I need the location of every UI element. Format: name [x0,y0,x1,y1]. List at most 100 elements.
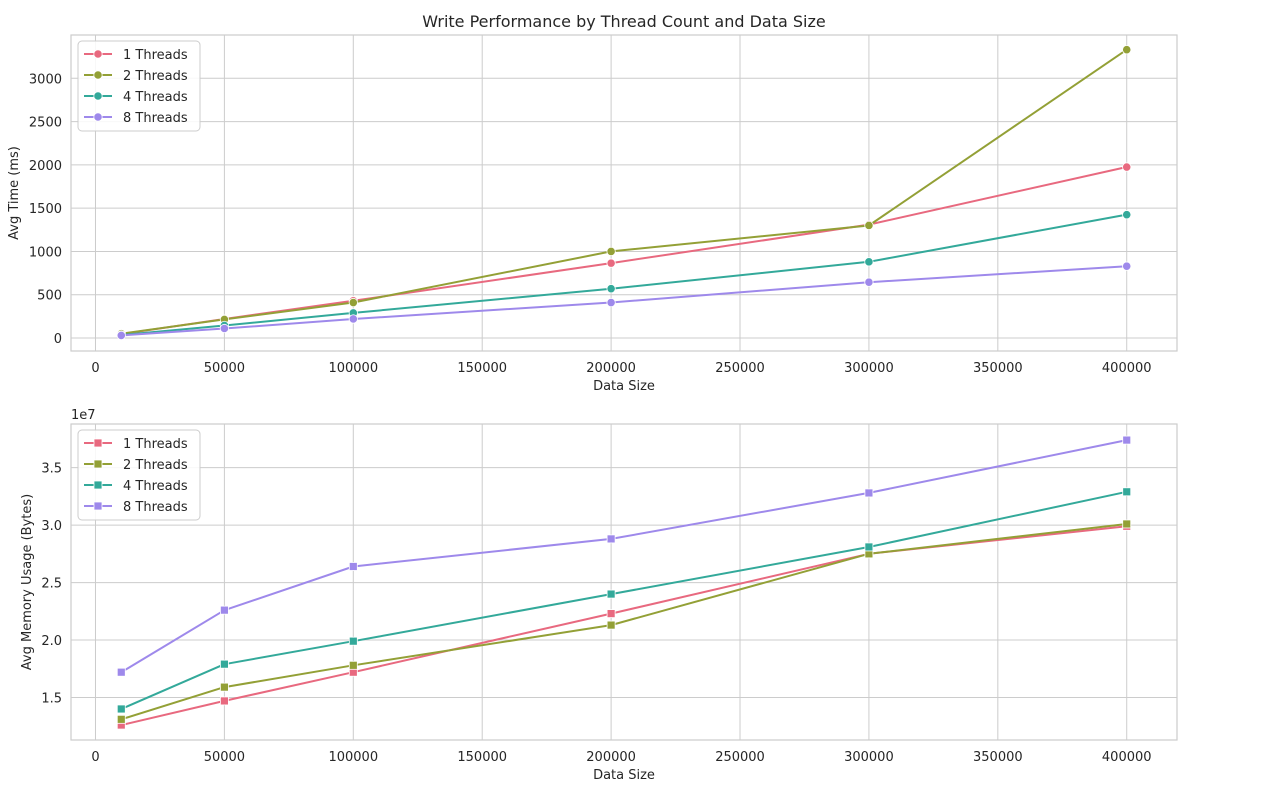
figure-title: Write Performance by Thread Count and Da… [422,12,825,31]
plot-frame [70,423,1178,741]
data-point [864,488,874,498]
legend-marker [93,112,103,122]
x-tick-label: 150000 [457,361,507,376]
y-tick-label: 3.0 [41,519,62,534]
data-point [1122,487,1132,497]
legend-label: 1 Threads [123,437,188,452]
legend-item-4-threads: 4 Threads [84,479,188,494]
data-point [864,277,874,287]
series-line-1-threads [121,525,1127,727]
legend-box [77,40,201,132]
series-8-threads [116,261,1132,341]
legend-label: 4 Threads [123,479,188,494]
legend-item-4-threads: 4 Threads [84,90,188,105]
x-tick-label: 200000 [586,750,636,765]
gridlines [71,35,1177,351]
series-line-8-threads [120,439,1127,674]
legend-box [77,429,201,521]
y-tick-label: 2.5 [41,577,62,592]
y-tick-label: 1000 [29,245,62,260]
series-line-4-threads [121,213,1127,336]
series-line-2-threads [121,523,1127,721]
data-point [219,659,229,669]
chart-avg-memory: 0 50000 100000 150000 200000 250000 300000 3500… [20,408,1178,783]
x-tick-label: 50000 [204,361,245,376]
y-axis-label: Avg Time (ms) [7,146,22,240]
y-tick-label: 2000 [29,159,62,174]
legend-label: 8 Threads [123,111,188,126]
data-point [606,284,616,294]
data-point [606,609,616,618]
data-point [606,246,616,257]
series-line-4-threads [120,490,1127,710]
y-tick-label: 2500 [29,116,62,131]
x-tick-label: 50000 [204,750,245,765]
series-2-threads [116,519,1132,724]
data-point [1122,261,1132,271]
legend-label: 4 Threads [123,90,188,105]
data-point [219,605,229,615]
data-point [1122,519,1132,529]
legend: 1 Threads 2 Threads 4 Threads 8 Threads [77,429,201,521]
data-point [606,620,616,630]
series-8-threads [116,435,1132,677]
y-tick-label: 2.0 [41,634,62,649]
x-tick-label: 400000 [1102,750,1152,765]
data-point [864,220,874,231]
series-line-8-threads [121,265,1127,337]
x-tick-label: 250000 [715,361,765,376]
data-point [116,667,126,677]
legend-item-2-threads: 2 Threads [84,458,188,473]
data-point [219,323,229,334]
x-tick-label: 300000 [844,361,894,376]
y-tick-label: 1.5 [41,691,62,706]
legend-item-2-threads: 2 Threads [84,69,188,84]
data-point [348,636,358,646]
data-point [1122,210,1132,220]
legend-marker [93,49,103,59]
y-tick-label: 3000 [29,72,62,87]
data-point [606,297,616,308]
y-offset-label: 1e7 [71,408,96,423]
data-point [116,704,126,714]
x-tick-label: 0 [91,361,99,376]
data-point [606,589,616,599]
x-tick-label: 400000 [1102,361,1152,376]
series-1-threads [116,521,1132,730]
legend-marker [93,438,103,448]
x-tick-label: 250000 [715,750,765,765]
x-tick-label: 100000 [328,750,378,765]
x-tick-label: 150000 [457,750,507,765]
legend-item-8-threads: 8 Threads [84,111,188,126]
x-tick-label: 300000 [844,750,894,765]
legend-label: 2 Threads [123,69,188,84]
data-point [864,257,874,267]
data-point [348,660,358,670]
legend: 1 Threads 2 Threads 4 Threads 8 Threads [77,40,201,132]
y-tick-label: 3.5 [41,462,62,477]
legend-item-8-threads: 8 Threads [84,500,188,515]
legend-marker [93,70,103,80]
x-tick-label: 100000 [328,361,378,376]
data-point [864,542,874,552]
legend-item-1-threads: 1 Threads [84,48,188,63]
legend-marker [93,91,103,101]
data-point [348,314,358,324]
legend-label: 2 Threads [123,458,188,473]
y-axis-label: Avg Memory Usage (Bytes) [20,494,35,670]
plot-frame [70,34,1178,352]
data-point [1122,162,1132,172]
series-2-threads [116,45,1132,339]
legend-item-1-threads: 1 Threads [84,437,188,452]
data-point [348,562,358,571]
x-axis-label: Data Size [593,768,655,783]
series-4-threads [116,487,1132,714]
y-tick-label: 1500 [29,202,62,217]
data-point [606,258,616,268]
gridlines [71,424,1177,740]
data-point [116,714,126,724]
x-tick-label: 0 [91,750,99,765]
data-point [1122,435,1132,445]
data-point [348,297,358,308]
